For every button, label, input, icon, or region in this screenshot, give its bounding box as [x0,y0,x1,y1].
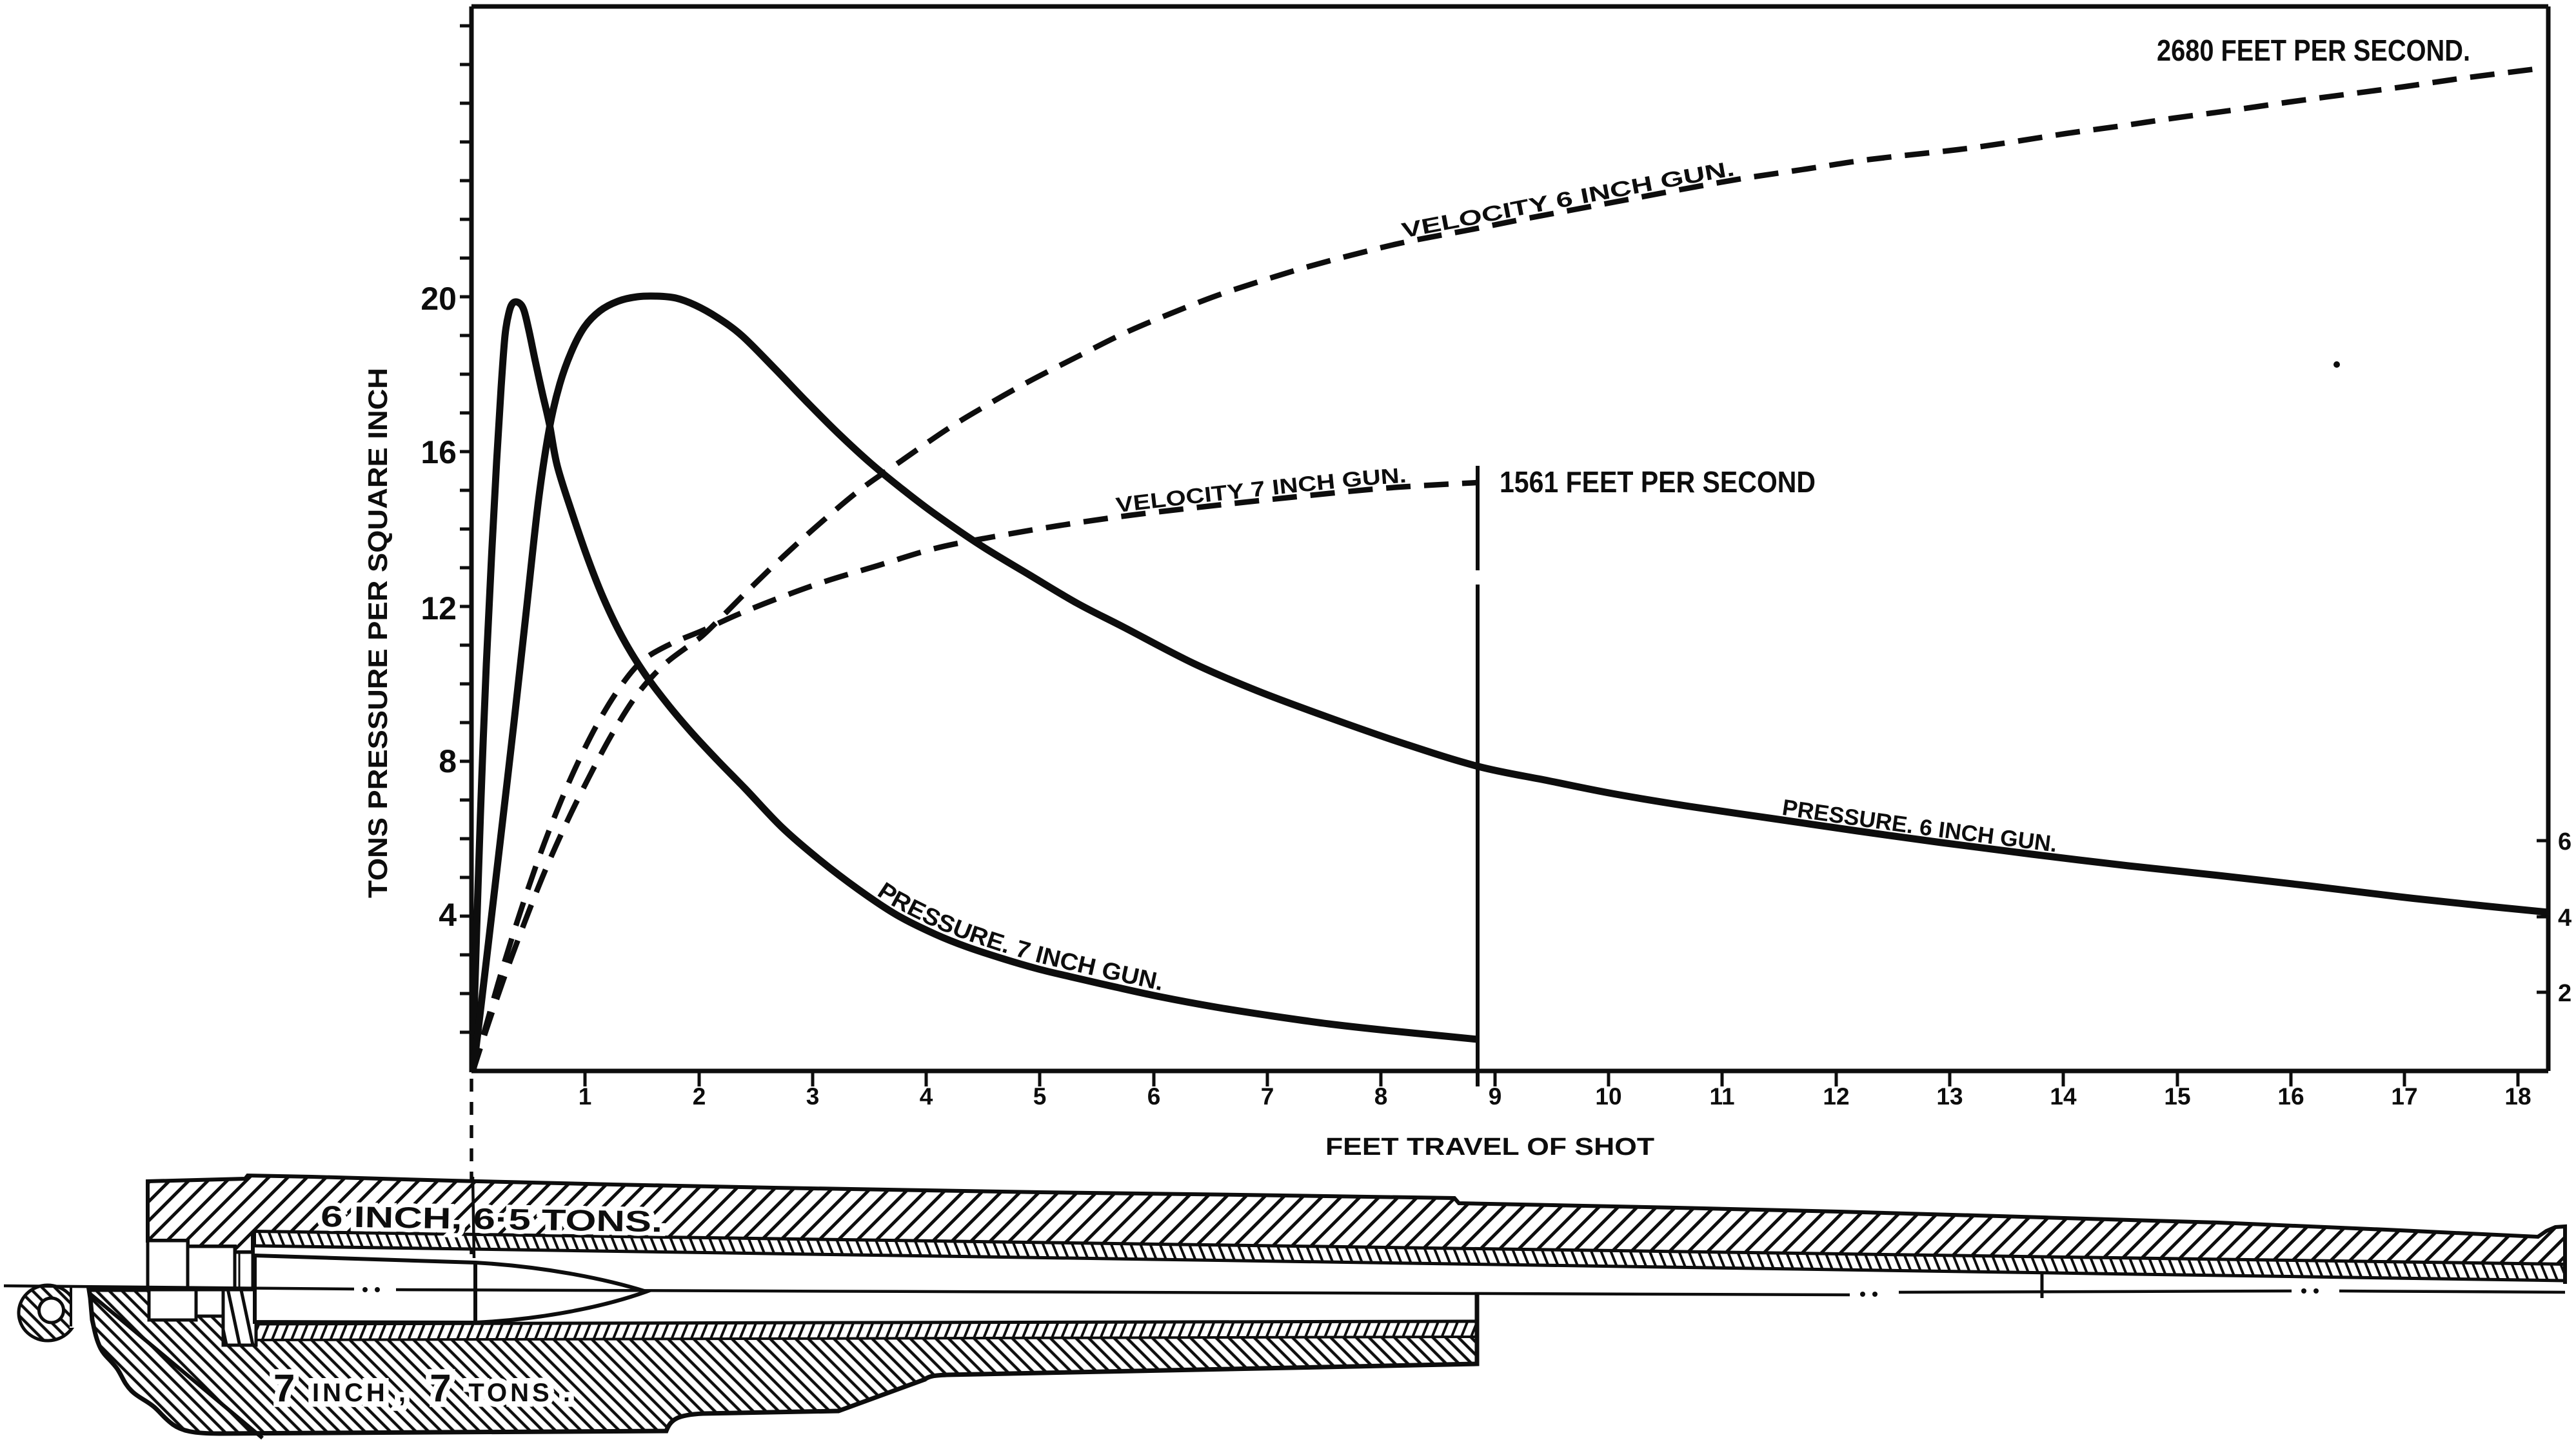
svg-text:1: 1 [579,1083,592,1110]
svg-text:TONS PRESSURE PER SQUARE INCH: TONS PRESSURE PER SQUARE INCH [362,368,393,898]
svg-text:6: 6 [1147,1083,1161,1110]
svg-text:4: 4 [439,897,457,933]
svg-text:5: 5 [1033,1083,1047,1110]
svg-text:16: 16 [2277,1083,2304,1110]
svg-text:6 INCH, 6·5 TONS.: 6 INCH, 6·5 TONS. [321,1199,663,1238]
svg-text:6: 6 [2558,828,2571,855]
svg-text:20: 20 [421,281,457,317]
svg-text:4: 4 [2558,905,2571,932]
svg-text:4: 4 [920,1083,933,1110]
svg-text:15: 15 [2164,1083,2190,1110]
svg-text:12: 12 [1823,1083,1849,1110]
svg-text:2: 2 [693,1083,706,1110]
svg-text:3: 3 [806,1083,820,1110]
svg-text:7: 7 [1261,1083,1274,1110]
svg-text:7 INCH , 7 TONS .: 7 INCH , 7 TONS . [273,1366,573,1410]
svg-text:10: 10 [1595,1083,1621,1110]
svg-text:11: 11 [1709,1083,1734,1110]
svg-text:2: 2 [2558,980,2571,1007]
svg-text:FEET TRAVEL OF SHOT: FEET TRAVEL OF SHOT [1325,1134,1654,1161]
svg-text:14: 14 [2050,1083,2077,1110]
svg-text:8: 8 [1374,1083,1388,1110]
svg-text:18: 18 [2504,1083,2531,1110]
svg-text:1561 FEET PER SECOND: 1561 FEET PER SECOND [1500,465,1816,499]
svg-text:16: 16 [421,434,457,470]
svg-text:2680 FEET PER SECOND.: 2680 FEET PER SECOND. [2157,34,2470,67]
svg-text:12: 12 [421,590,457,626]
svg-text:9: 9 [1489,1083,1502,1110]
svg-text:17: 17 [2391,1083,2417,1110]
svg-text:8: 8 [439,743,457,779]
svg-text:13: 13 [1936,1083,1963,1110]
